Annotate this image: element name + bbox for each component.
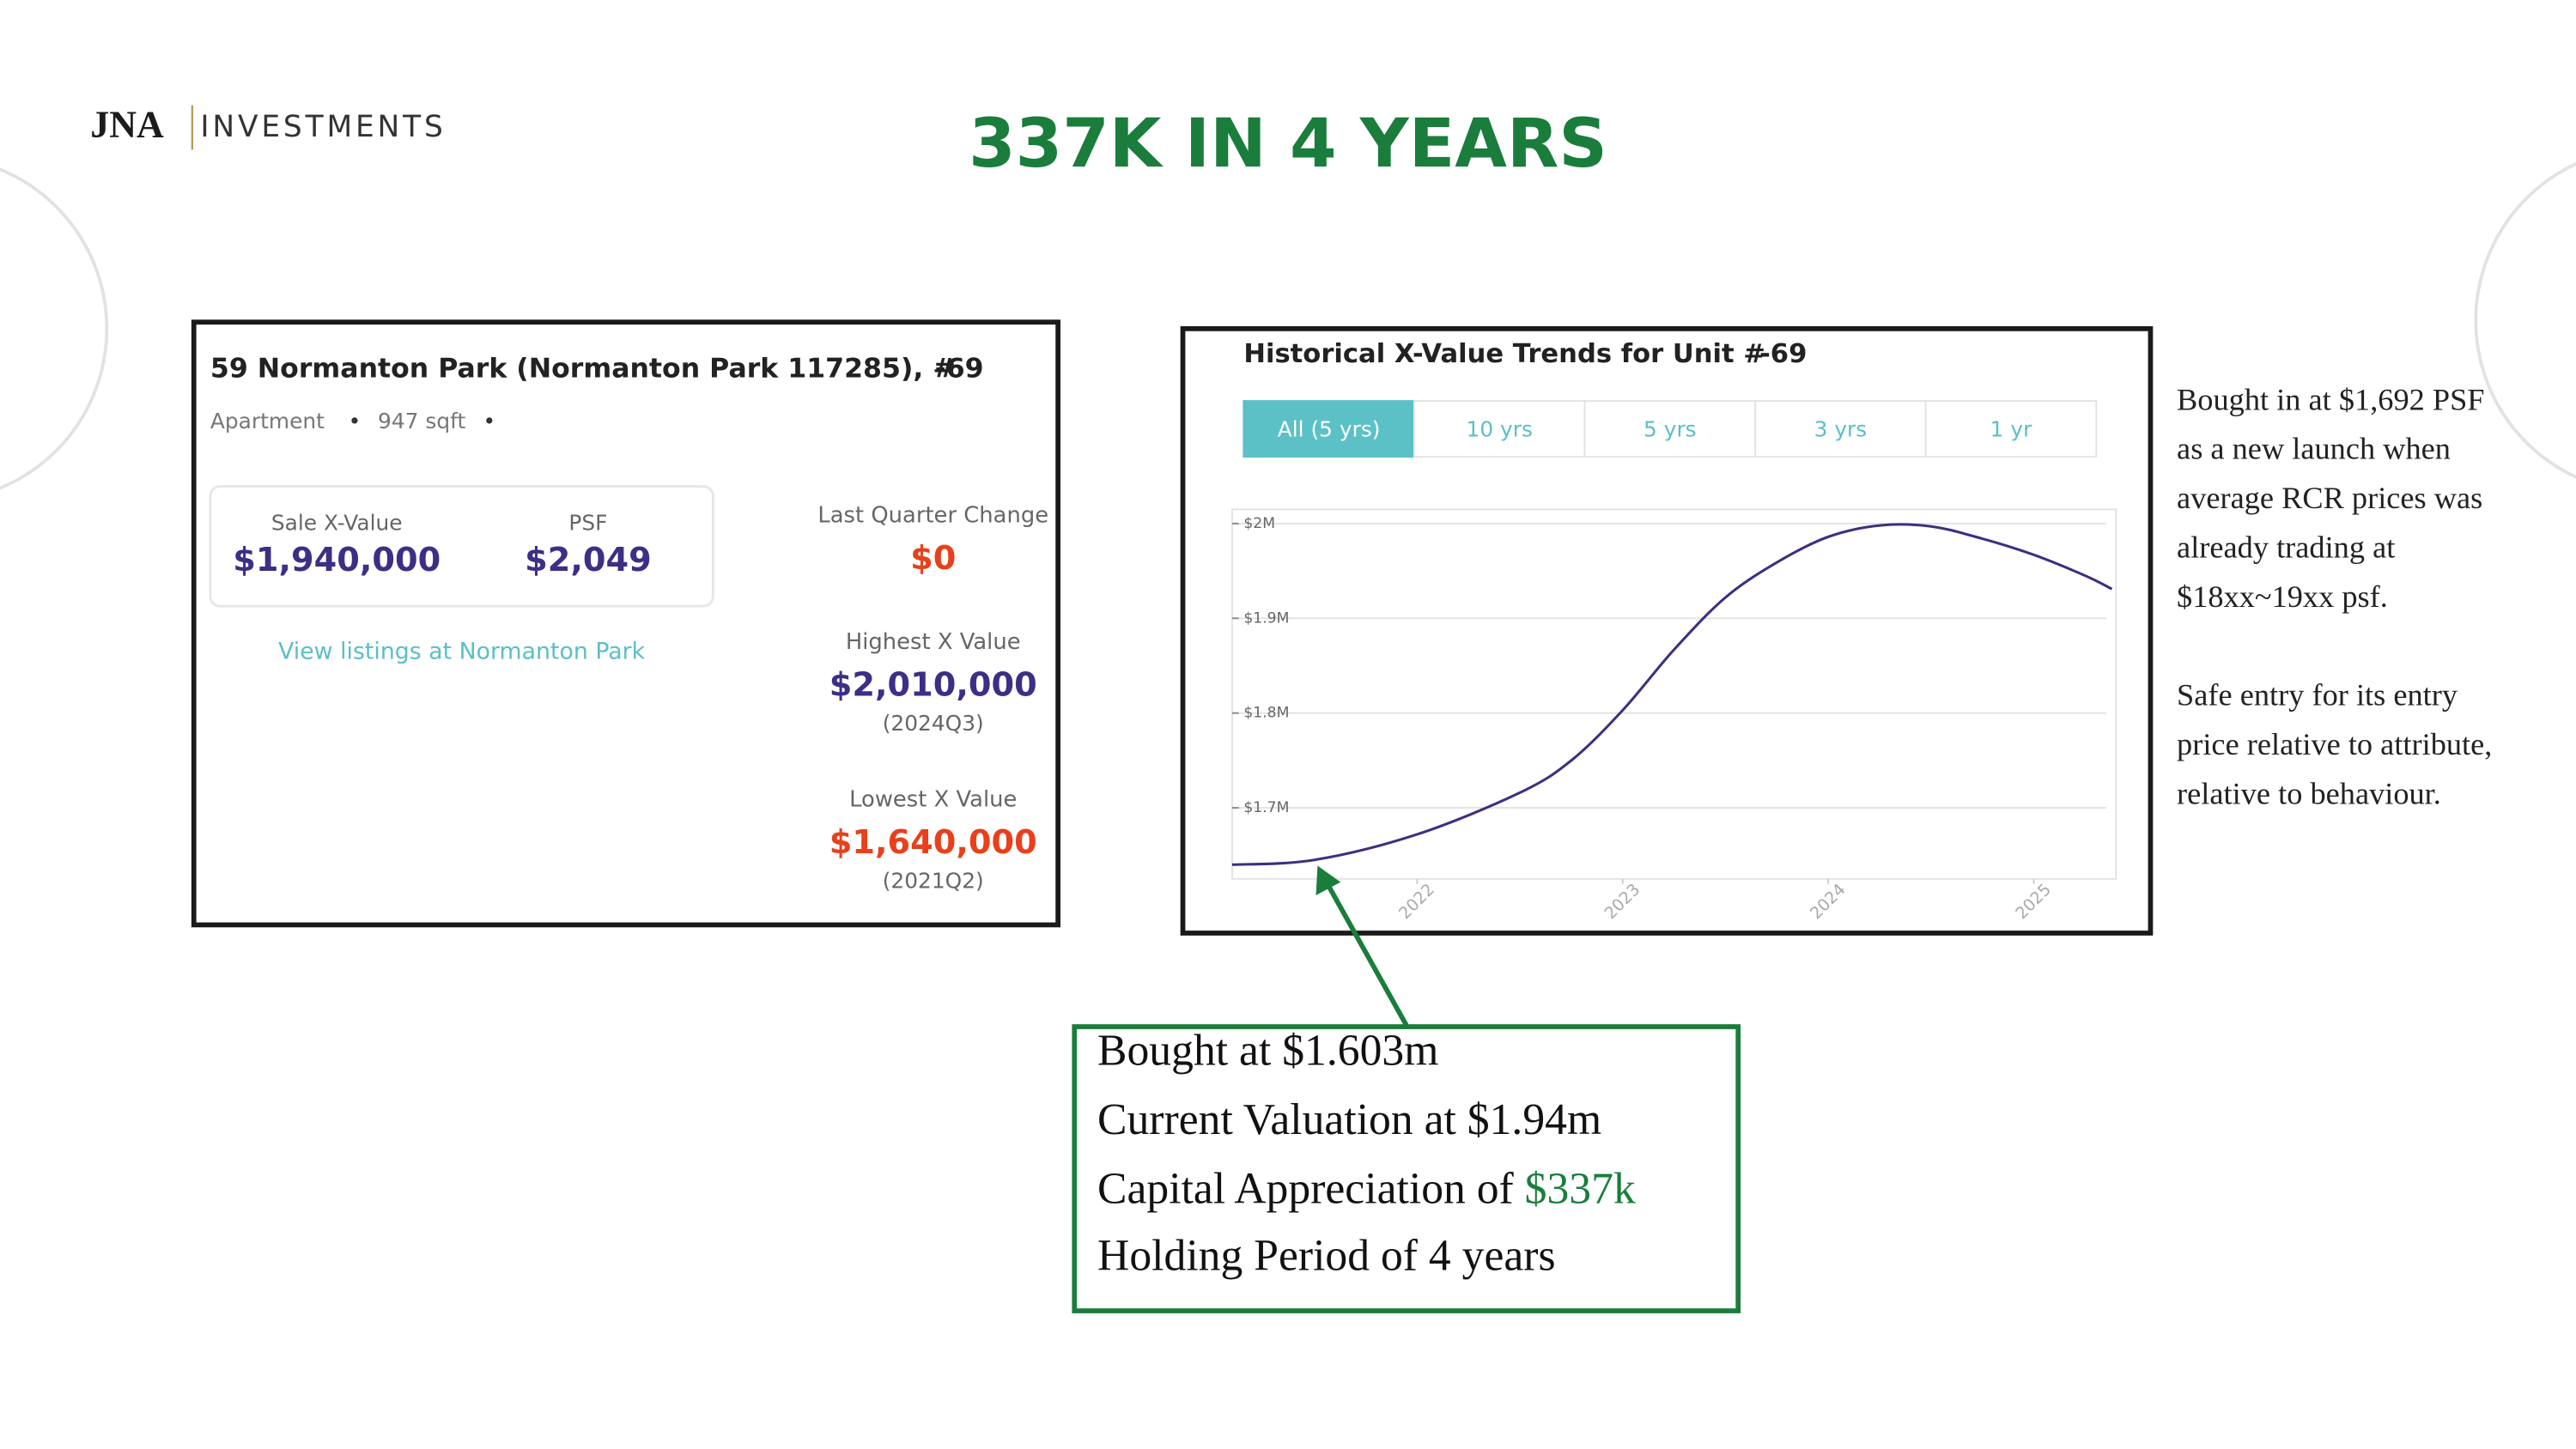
card-border <box>191 319 1061 928</box>
note-line: already trading at <box>2177 530 2395 565</box>
tab[interactable] <box>1924 400 2098 458</box>
stat-label: PSF <box>568 511 607 536</box>
y-tick-label: $1.7M <box>1243 799 1289 816</box>
logo-text: INVESTMENTS <box>200 110 446 144</box>
callout-line: Capital Appreciation of $337k <box>1097 1164 1636 1213</box>
plot-frame <box>1230 508 2117 880</box>
tab-label[interactable]: All (5 yrs) <box>1278 417 1381 442</box>
value-line <box>1231 523 2113 866</box>
stat-label: Sale X-Value <box>271 511 403 536</box>
tab[interactable] <box>1242 400 1415 458</box>
note-line: as a new launch when <box>2177 432 2451 466</box>
side-note: (2024Q3) <box>883 711 984 736</box>
side-label: Last Quarter Change <box>817 503 1048 529</box>
side-value: $1,640,000 <box>829 823 1037 862</box>
side-value: $0 <box>910 539 956 578</box>
callout-highlight: $337k <box>1525 1164 1636 1213</box>
note-line: $18xx~19xx psf. <box>2177 579 2388 614</box>
stat-box <box>209 485 714 608</box>
tab[interactable] <box>1754 400 1927 458</box>
side-label: Lowest X Value <box>849 787 1017 813</box>
note-line: Safe entry for its entry <box>2177 678 2458 712</box>
stat-value: $2,049 <box>525 541 652 579</box>
callout-line: Current Valuation at $1.94m <box>1097 1095 1601 1144</box>
tab-label[interactable]: 3 yrs <box>1814 417 1868 442</box>
tab-label[interactable]: 10 yrs <box>1467 417 1533 442</box>
tab-label[interactable]: 5 yrs <box>1643 417 1697 442</box>
stat-value: $1,940,000 <box>233 541 440 579</box>
card-title: 59 Normanton Park (Normanton Park 117285… <box>210 354 956 385</box>
note-line: price relative to attribute, <box>2177 727 2492 761</box>
logo-mark: JNA <box>90 104 164 146</box>
y-tick-label: $1.9M <box>1243 609 1289 627</box>
chart-card: Historical X-Value Trends for Unit # -69… <box>1180 326 2154 936</box>
y-tick-label: $2M <box>1243 515 1275 532</box>
arrow-head <box>1315 865 1341 895</box>
callout-line: Bought at $1.603m <box>1097 1026 1438 1075</box>
arrow <box>1325 882 1409 1027</box>
side-value: $2,010,000 <box>829 665 1037 704</box>
unit-suffix: -69 <box>1759 339 1807 369</box>
side-label: Highest X Value <box>846 629 1021 655</box>
unit-suffix: -69 <box>935 354 984 385</box>
tab[interactable] <box>1413 400 1586 458</box>
meta-separator: • <box>483 409 495 433</box>
note-line: average RCR prices was <box>2177 481 2482 515</box>
deco-circle <box>0 167 109 490</box>
callout-line: Holding Period of 4 years <box>1097 1232 1556 1281</box>
chart-title: Historical X-Value Trends for Unit # <box>1243 339 1765 369</box>
deco-circle <box>2474 161 2576 479</box>
note-line: Bought in at $1,692 PSF <box>2177 382 2484 416</box>
meta-text: Apartment <box>210 409 325 433</box>
tab-label[interactable]: 1 yr <box>1990 417 2032 442</box>
listings-link[interactable]: View listings at Normanton Park <box>278 638 646 664</box>
property-card: 59 Normanton Park (Normanton Park 117285… <box>191 319 1061 928</box>
meta-text: 947 sqft <box>378 409 465 433</box>
meta-separator: • <box>349 409 361 433</box>
notes: Bought in at $1,692 PSF as a new launch w… <box>2177 382 2492 810</box>
note-line: relative to behaviour. <box>2177 777 2441 811</box>
tab[interactable] <box>1583 400 1757 458</box>
callout-box <box>1072 1024 1741 1313</box>
callout-text: Capital Appreciation of <box>1097 1164 1525 1213</box>
slide-title: 337K IN 4 YEARS <box>969 105 1607 183</box>
side-note: (2021Q2) <box>883 869 984 894</box>
y-tick-label: $1.8M <box>1243 705 1289 722</box>
